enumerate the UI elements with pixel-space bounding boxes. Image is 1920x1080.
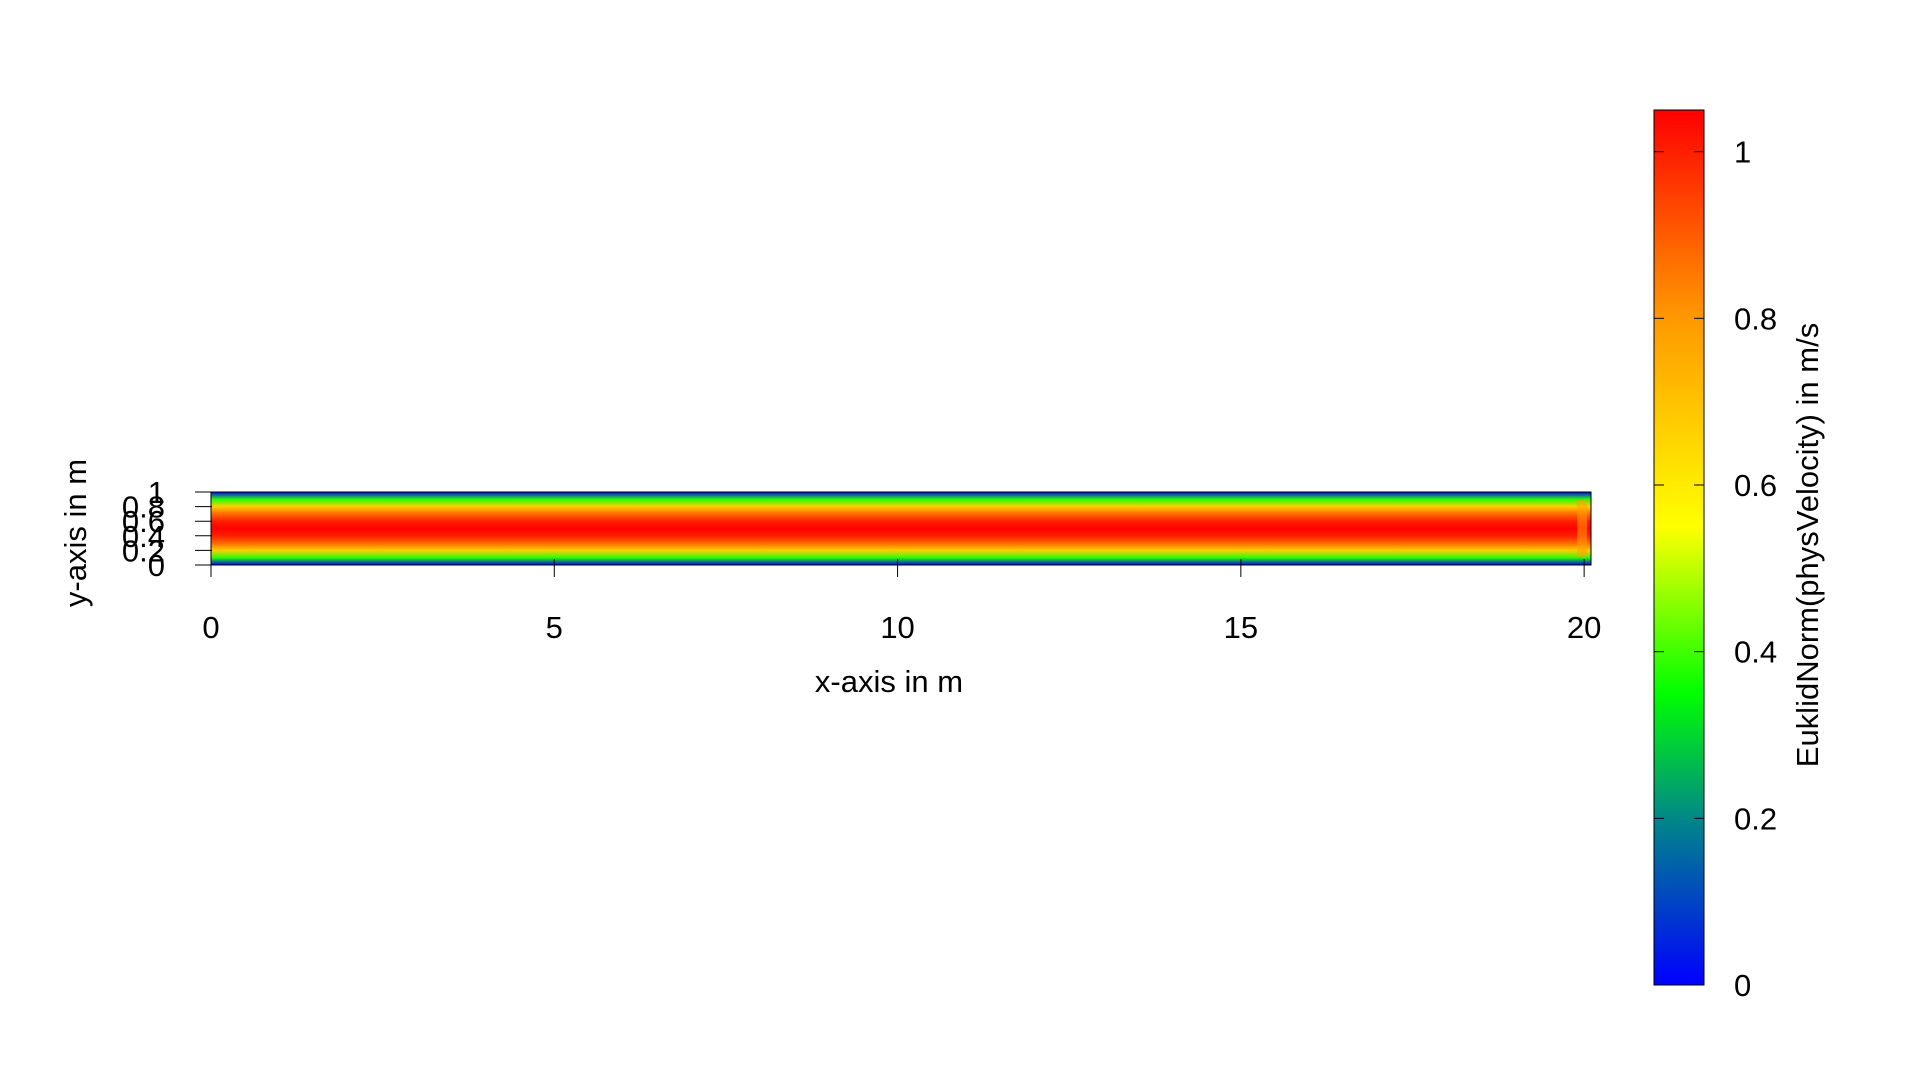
- x-axis: 0 5 10 15 20: [202, 559, 1601, 645]
- outlet-region: [1577, 500, 1587, 557]
- x-tick-label: 0: [202, 610, 219, 645]
- colorbar-tick-label: 0.2: [1734, 801, 1777, 836]
- colorbar-title: EuklidNorm(physVelocity) in m/s: [1790, 323, 1825, 767]
- y-tick-label: 0.4: [122, 519, 165, 554]
- y-tick-label: 0.2: [122, 533, 165, 568]
- x-tick-label: 15: [1224, 610, 1258, 645]
- x-tick-label: 20: [1567, 610, 1601, 645]
- colorbar-ticks: 0 0.2 0.4 0.6 0.8 1: [1654, 135, 1777, 1003]
- colorbar-tick-label: 0.4: [1734, 635, 1777, 670]
- colorbar-gradient: [1653, 109, 1705, 986]
- x-tick-label: 10: [880, 610, 914, 645]
- colorbar-tick-label: 0.8: [1734, 301, 1777, 336]
- colorbar-tick-label: 1: [1734, 135, 1751, 170]
- y-tick-label: 0: [148, 548, 165, 583]
- velocity-field: [211, 492, 1591, 565]
- y-tick-label: 0.8: [122, 490, 165, 525]
- y-axis: 00.20.40.60.81: [122, 475, 212, 583]
- x-axis-title: x-axis in m: [815, 664, 963, 699]
- plot-frame: [210, 491, 1592, 566]
- colorbar: 0 0.2 0.4 0.6 0.8 1 EuklidNorm(physVelocity) …: [1653, 109, 1825, 1003]
- colorbar-tick-label: 0: [1734, 968, 1751, 1003]
- plot-area: [210, 491, 1592, 566]
- y-axis-title: y-axis in m: [58, 459, 93, 607]
- x-tick-label: 5: [546, 610, 563, 645]
- y-tick-label: 0.6: [122, 504, 165, 539]
- y-tick-label: 1: [148, 475, 165, 510]
- colorbar-tick-label: 0.6: [1734, 468, 1777, 503]
